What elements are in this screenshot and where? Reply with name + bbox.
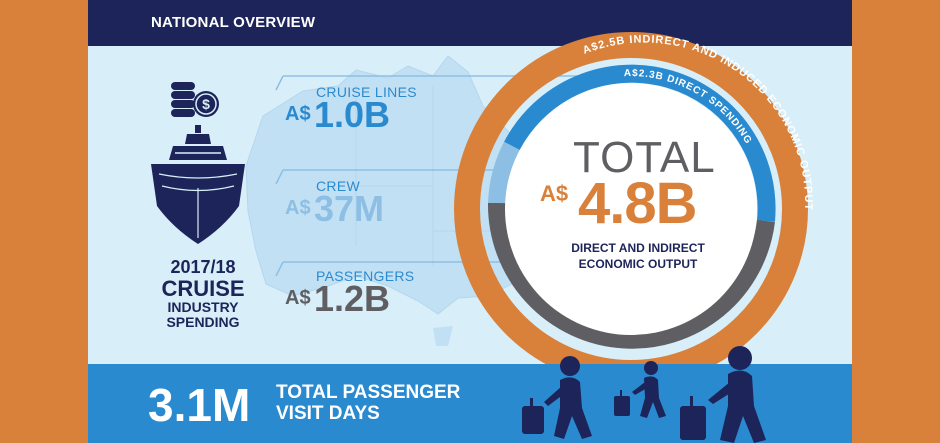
stat-passengers-value: 1.2B bbox=[314, 278, 391, 319]
total-description-line2: ECONOMIC OUTPUT bbox=[578, 257, 698, 272]
spending-line-spending: SPENDING bbox=[166, 313, 240, 330]
total-word: TOTAL bbox=[573, 133, 716, 182]
header-bar: NATIONAL OVERVIEW bbox=[88, 0, 852, 46]
coins-icon: $ bbox=[171, 82, 219, 117]
total-value: 4.8B bbox=[578, 171, 698, 236]
visit-days-label-line1: TOTAL PASSENGER bbox=[276, 382, 461, 403]
economic-output-rings: A$2.5B INDIRECT AND INDUCED ECONOMIC OUT… bbox=[275, 32, 813, 386]
visit-days-value: 3.1M bbox=[148, 379, 251, 431]
visit-days-label-line2: VISIT DAYS bbox=[276, 403, 380, 425]
cruise-ship-icon: $ bbox=[151, 82, 245, 244]
svg-text:$: $ bbox=[202, 96, 210, 112]
visit-days-label: TOTAL PASSENGER VISIT DAYS bbox=[276, 382, 460, 425]
inner-ring-cruise-lines bbox=[504, 64, 776, 222]
stat-crew-prefix: A$ bbox=[285, 197, 311, 219]
stat-passengers-title: PASSENGERS bbox=[316, 268, 415, 284]
center-disk bbox=[505, 83, 757, 335]
total-prefix: A$ bbox=[540, 181, 569, 206]
stat-passengers-prefix: A$ bbox=[285, 287, 311, 309]
page-title: NATIONAL OVERVIEW bbox=[151, 14, 316, 31]
total-description-line1: DIRECT AND INDIRECT bbox=[571, 241, 705, 255]
spending-line-industry: INDUSTRY bbox=[167, 298, 239, 315]
stat-cruise-lines-value: 1.0B bbox=[314, 94, 391, 135]
traveller-icon bbox=[680, 346, 766, 443]
stat-crew-title: CREW bbox=[316, 178, 360, 194]
spending-year: 2017/18 bbox=[170, 257, 236, 277]
total-description: DIRECT AND INDIRECT ECONOMIC OUTPUT bbox=[548, 240, 728, 272]
traveller-icon bbox=[614, 361, 666, 418]
traveller-icon bbox=[522, 356, 592, 439]
infographic-panel: NATIONAL OVERVIEW $ 2017/18 CRUISE INDUS… bbox=[88, 0, 852, 443]
travellers-illustration bbox=[522, 346, 766, 443]
inner-ring-crew bbox=[488, 141, 521, 204]
stat-cruise-lines-prefix: A$ bbox=[285, 103, 311, 125]
stat-crew-value: 37M bbox=[314, 188, 385, 229]
spending-line-cruise: CRUISE bbox=[161, 275, 245, 301]
inner-ring-passengers bbox=[487, 202, 775, 349]
spending-label: 2017/18 CRUISE INDUSTRY SPENDING bbox=[138, 258, 268, 329]
stat-cruise-lines-title: CRUISE LINES bbox=[316, 84, 417, 100]
